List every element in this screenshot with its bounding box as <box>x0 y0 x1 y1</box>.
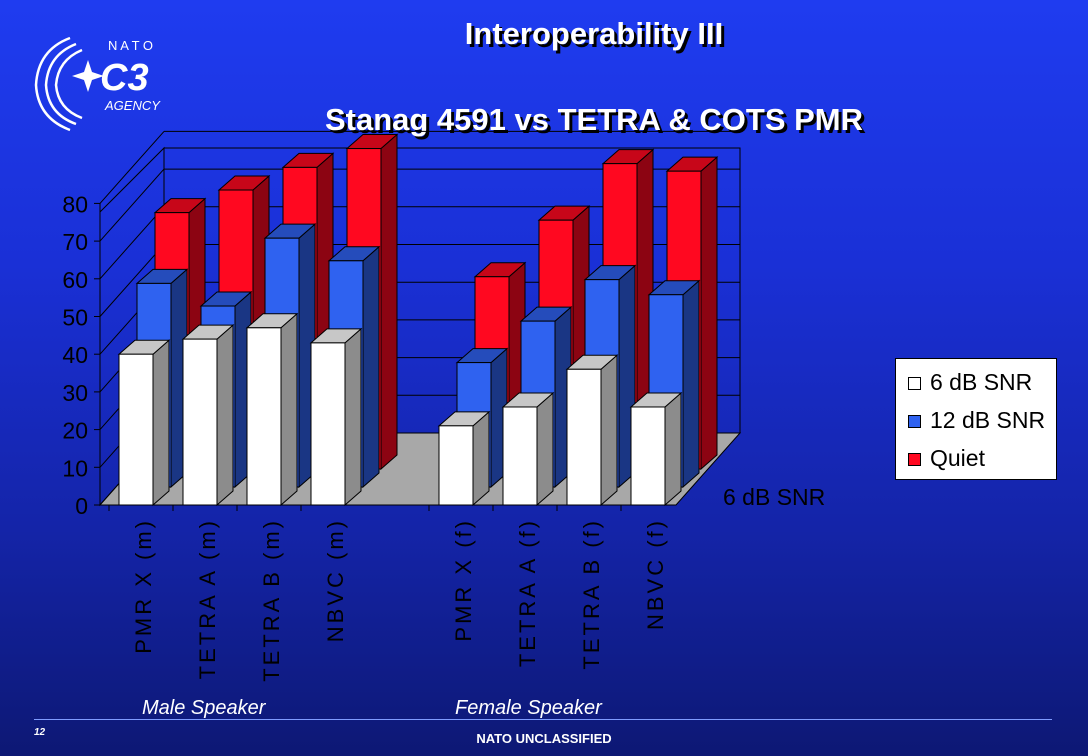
legend-label-quiet: Quiet <box>930 445 985 471</box>
slide-title: Interoperability III <box>464 16 724 51</box>
x-category-label: PMR X (f) <box>451 518 476 642</box>
y-tick-label: 0 <box>75 493 88 519</box>
legend-label-12db: 12 dB SNR <box>930 407 1046 433</box>
legend-swatch-12db <box>908 415 921 428</box>
bar <box>182 338 218 506</box>
bar <box>438 425 474 506</box>
bar-side <box>216 324 234 507</box>
side-gridline <box>99 244 165 317</box>
group-label-male: Male Speaker <box>142 697 266 719</box>
bar-side <box>152 339 170 507</box>
y-tick-label: 80 <box>62 191 88 217</box>
depth-axis-label: 6 dB SNR <box>723 484 825 510</box>
bar-side <box>380 133 398 471</box>
logo-top-text: N A T O <box>108 38 153 53</box>
y-tick-label: 60 <box>62 267 88 293</box>
x-category-label: NBVC (f) <box>643 518 668 630</box>
y-tick-label: 40 <box>62 342 88 368</box>
classification-label: NATO UNCLASSIFIED <box>476 731 612 746</box>
footer-divider <box>34 719 1052 720</box>
logo-bottom-text: AGENCY <box>104 98 161 113</box>
bar-side <box>664 391 682 507</box>
logo-main-text: C3 <box>100 57 149 99</box>
bar <box>566 368 602 506</box>
y-tick-label: 20 <box>62 418 88 444</box>
bar-chart: 0 10 20 30 40 50 60 70 80 PMR X (m) TETRA A (m) TET… <box>62 130 825 682</box>
nato-c3-agency-logo: N A T O C3 AGENCY <box>30 30 190 140</box>
bar <box>246 327 282 506</box>
y-tick-label: 50 <box>62 305 88 331</box>
x-category-label: PMR X (m) <box>131 518 156 654</box>
side-gridline <box>99 206 165 280</box>
group-label-female: Female Speaker <box>455 697 602 719</box>
x-category-label: TETRA B (f) <box>579 518 604 670</box>
bar-side <box>700 156 718 471</box>
chart-legend: 6 dB SNR 12 dB SNR Quiet <box>895 358 1057 480</box>
bar <box>310 342 346 506</box>
page-number: 12 <box>34 727 46 738</box>
legend-label-6db: 6 dB SNR <box>930 369 1033 395</box>
bar <box>502 406 538 506</box>
x-category-label: NBVC (m) <box>323 518 348 642</box>
side-gridline <box>99 131 165 204</box>
bar-side <box>472 410 490 507</box>
legend-swatch-6db <box>908 377 921 390</box>
x-category-label: TETRA A (f) <box>515 518 540 667</box>
side-gridline <box>99 168 165 242</box>
y-tick-label: 10 <box>62 455 88 481</box>
bar-side <box>536 391 554 507</box>
bar-side <box>682 279 700 489</box>
x-category-label: TETRA A (m) <box>195 518 220 679</box>
bar-side <box>280 312 298 507</box>
y-tick-label: 30 <box>62 380 88 406</box>
bar <box>630 406 666 506</box>
x-category-label: TETRA B (m) <box>259 518 284 682</box>
legend-swatch-quiet <box>908 453 921 466</box>
y-tick-label: 70 <box>62 229 88 255</box>
bar <box>118 353 154 506</box>
bar-side <box>362 245 380 489</box>
bar-side <box>600 354 618 507</box>
bar-side <box>344 327 362 507</box>
